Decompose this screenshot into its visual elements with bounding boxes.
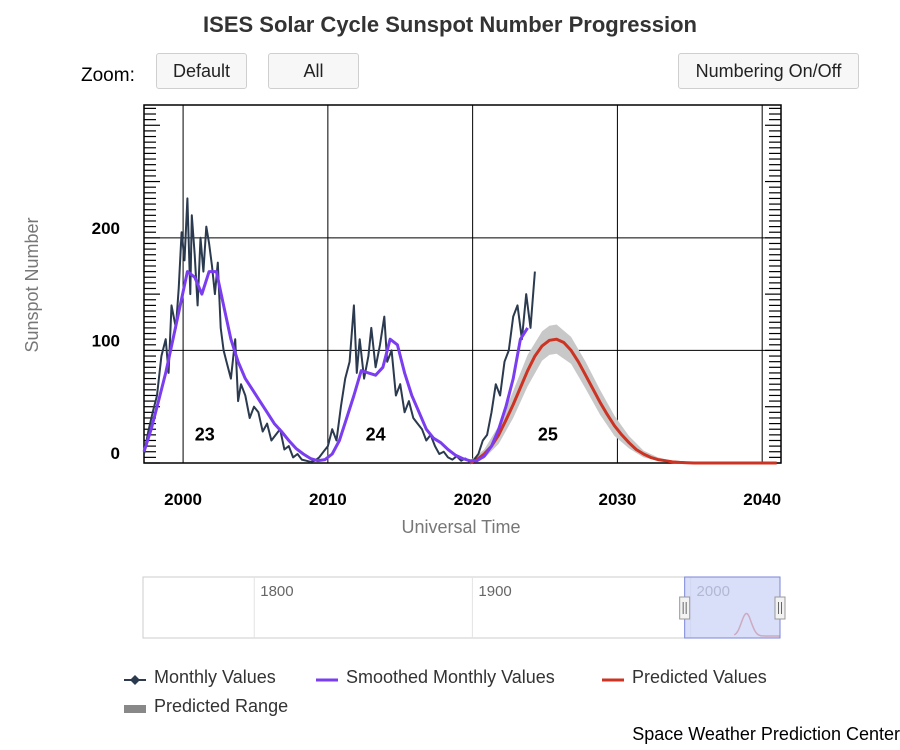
handle-grip: [774, 596, 786, 620]
navigator[interactable]: 180019002000: [142, 576, 786, 639]
x-axis-title: Universal Time: [401, 517, 520, 537]
plot-area: [143, 104, 782, 464]
navigator-handle[interactable]: [774, 596, 786, 620]
handle-grip: [679, 596, 691, 620]
chart-title: ISES Solar Cycle Sunspot Number Progress…: [203, 12, 697, 37]
legend: Monthly Values Smoothed Monthly Values P…: [120, 664, 820, 724]
legend-label: Smoothed Monthly Values: [346, 667, 555, 687]
x-tick-label: 2000: [164, 490, 202, 509]
bar-icon: [124, 700, 146, 714]
navigator-window: [684, 576, 781, 639]
legend-label: Predicted Range: [154, 696, 289, 716]
navigator-frame: [142, 576, 781, 639]
cycle-label: 24: [366, 424, 386, 444]
line-diamond-icon: [124, 671, 146, 685]
y-tick-label: 100: [92, 331, 120, 350]
legend-item-predicted[interactable]: Predicted Values: [602, 667, 767, 688]
line-icon: [602, 671, 624, 685]
legend-item-smoothed[interactable]: Smoothed Monthly Values: [316, 667, 555, 688]
cycle-label: 23: [195, 424, 215, 444]
y-tick-label: 0: [111, 444, 120, 463]
y-axis-title: Sunspot Number: [22, 217, 42, 352]
x-tick-label: 2040: [743, 490, 781, 509]
x-tick-label: 2010: [309, 490, 347, 509]
smoothed-values-line: [142, 270, 529, 463]
line-icon: [316, 671, 338, 685]
cycle-label: 25: [538, 424, 558, 444]
legend-label: Predicted Values: [632, 667, 767, 687]
x-tick-label: 2030: [598, 490, 636, 509]
navigator-year-label: 1800: [260, 583, 293, 600]
legend-item-monthly[interactable]: Monthly Values: [124, 667, 276, 688]
navigator-handle[interactable]: [679, 596, 691, 620]
legend-item-range[interactable]: Predicted Range: [124, 696, 288, 717]
x-tick-label: 2020: [454, 490, 492, 509]
footer-credit: Space Weather Prediction Center: [632, 724, 900, 744]
predicted-range-band: [469, 324, 690, 463]
zoom-all-button[interactable]: All: [268, 53, 359, 89]
zoom-label: Zoom:: [81, 65, 135, 86]
numbering-toggle-button[interactable]: Numbering On/Off: [678, 53, 859, 89]
predicted-values-line: [469, 337, 777, 465]
y-tick-label: 200: [92, 219, 120, 238]
legend-label: Monthly Values: [154, 667, 276, 687]
navigator-year-label: 1900: [478, 583, 511, 600]
zoom-default-button[interactable]: Default: [156, 53, 247, 89]
